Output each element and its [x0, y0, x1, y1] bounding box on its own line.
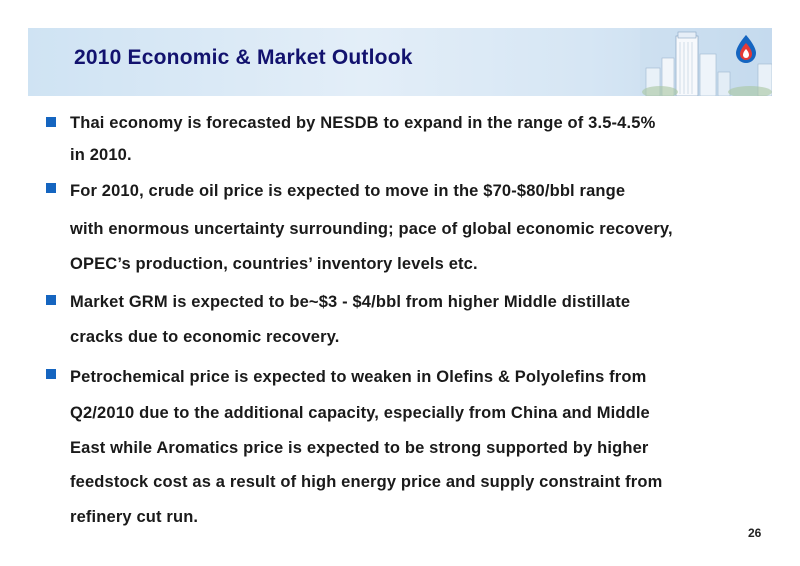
bullet-text-line: feedstock cost as a result of high energ…	[70, 473, 663, 491]
slide-title: 2010 Economic & Market Outlook	[74, 46, 413, 69]
page-number: 26	[748, 526, 762, 540]
bullet-text-line: cracks due to economic recovery.	[70, 328, 340, 346]
square-bullet-icon	[46, 183, 56, 193]
bullet-text-line: OPEC’s production, countries’ inventory …	[70, 255, 478, 273]
company-logo	[736, 35, 756, 63]
bullet-text-line: Petrochemical price is expected to weake…	[70, 368, 647, 386]
bullet-text-line: Q2/2010 due to the additional capacity, …	[70, 404, 650, 422]
bullet-text-line: For 2010, crude oil price is expected to…	[70, 182, 626, 200]
bullet-text-line: in 2010.	[70, 146, 132, 164]
bullet-text-line: with enormous uncertainty surrounding; p…	[70, 220, 673, 238]
square-bullet-icon	[46, 369, 56, 379]
square-bullet-icon	[46, 117, 56, 127]
bullet-text-line: East while Aromatics price is expected t…	[70, 439, 649, 457]
square-bullet-icon	[46, 295, 56, 305]
bullet-text-line: refinery cut run.	[70, 508, 199, 526]
bullet-text-line: Thai economy is forecasted by NESDB to e…	[70, 114, 656, 132]
bullet-text-line: Market GRM is expected to be~$3 - $4/bbl…	[70, 293, 631, 311]
